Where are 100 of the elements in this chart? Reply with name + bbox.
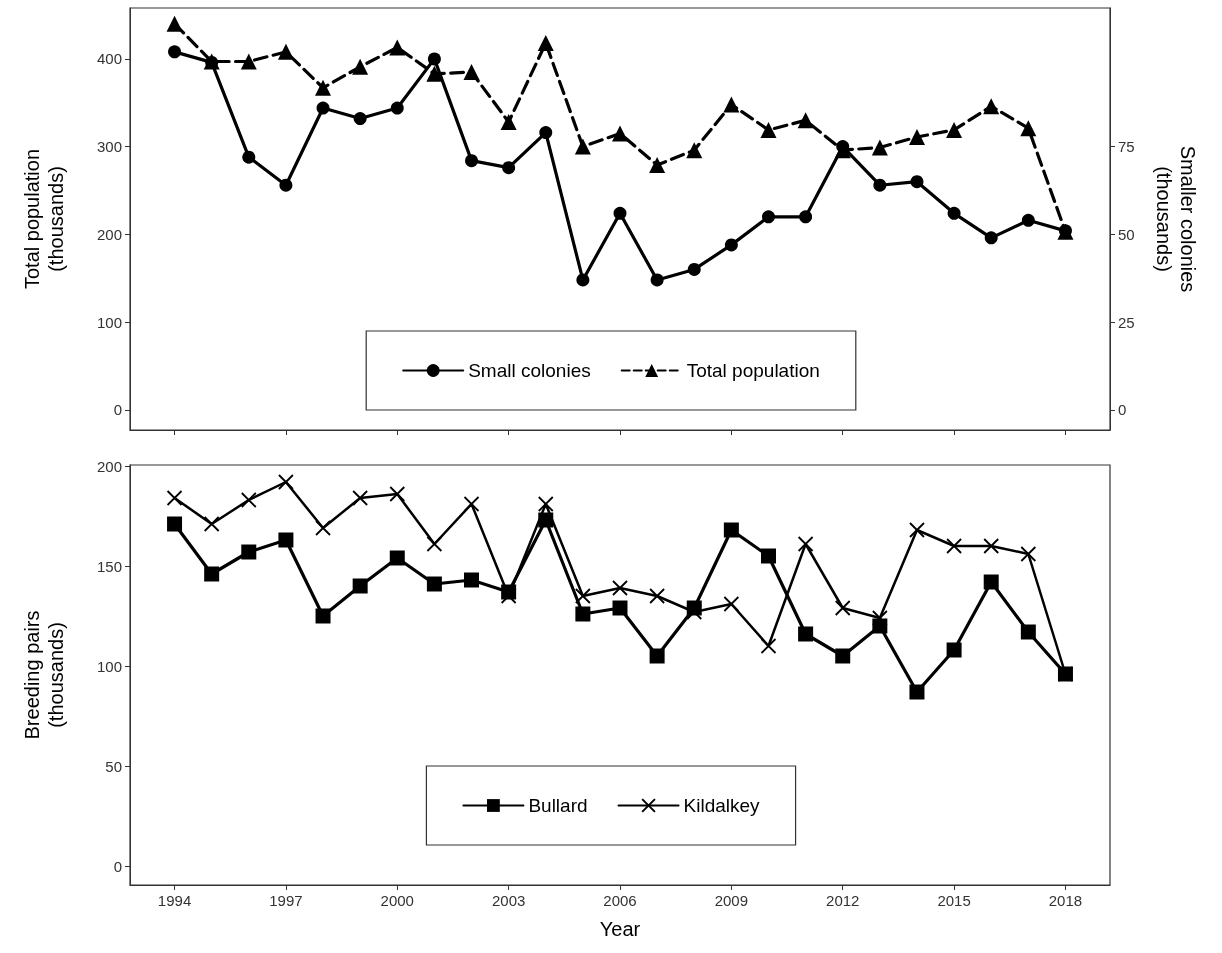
- point: [353, 112, 367, 126]
- point: [574, 138, 591, 155]
- point: [278, 532, 294, 548]
- point: [574, 588, 591, 604]
- point: [760, 638, 777, 654]
- y-tick-label: 150: [96, 557, 122, 575]
- point: [537, 496, 554, 512]
- point: [760, 121, 777, 138]
- x-tick-label: 2000: [380, 892, 414, 909]
- point: [649, 588, 666, 604]
- point: [686, 142, 703, 159]
- y-axis-title: Breeding pairs (thousands): [21, 610, 67, 740]
- point: [612, 580, 628, 596]
- point: [167, 516, 183, 532]
- point: [983, 538, 1000, 554]
- point: [426, 65, 443, 82]
- point: [537, 35, 554, 52]
- x-tick-label: 2012: [826, 892, 860, 909]
- y2-tick-label: 25: [1118, 313, 1135, 331]
- point: [427, 52, 441, 66]
- point: [723, 522, 739, 538]
- point: [724, 238, 738, 252]
- point: [762, 210, 775, 224]
- point: [575, 606, 591, 622]
- point: [946, 121, 963, 138]
- point: [352, 578, 368, 594]
- y2-tick-label: 0: [1118, 401, 1127, 419]
- point: [686, 604, 703, 620]
- point: [946, 642, 962, 658]
- point: [649, 157, 666, 174]
- x-axis-title: Year: [599, 918, 641, 940]
- point: [168, 45, 182, 59]
- point: [426, 536, 443, 552]
- point: [242, 150, 256, 164]
- point: [983, 574, 999, 590]
- point: [390, 101, 404, 115]
- point: [539, 126, 553, 140]
- x-tick-label: 2015: [937, 892, 971, 909]
- point: [650, 273, 664, 287]
- x-tick-label: 1997: [269, 892, 303, 909]
- point: [500, 114, 517, 131]
- y2-tick-label: 50: [1118, 225, 1135, 243]
- point: [352, 58, 369, 75]
- point: [465, 154, 479, 168]
- point: [166, 490, 183, 506]
- y-tick-label: 300: [96, 138, 122, 156]
- point: [798, 626, 814, 642]
- point: [389, 486, 406, 502]
- point: [984, 231, 998, 245]
- point: [649, 648, 665, 664]
- point: [760, 548, 776, 564]
- y2-tick-label: 75: [1118, 138, 1135, 156]
- point: [279, 178, 293, 192]
- y-tick-label: 50: [105, 757, 122, 775]
- point: [240, 53, 257, 70]
- legend-label: Total population: [686, 360, 820, 381]
- x-tick-label: 2003: [491, 892, 526, 909]
- point: [500, 588, 517, 604]
- point: [687, 262, 701, 276]
- y2-axis-title: Smaller colonies (thousands): [1153, 145, 1199, 293]
- point: [240, 492, 257, 508]
- point: [834, 600, 851, 616]
- point: [389, 550, 405, 566]
- x-tick-label: 1994: [157, 892, 192, 909]
- point: [613, 206, 627, 220]
- point: [166, 15, 183, 32]
- point: [502, 161, 516, 175]
- point: [576, 273, 590, 287]
- point: [315, 79, 332, 96]
- point: [389, 39, 406, 56]
- point: [723, 96, 740, 113]
- point: [799, 210, 813, 224]
- point: [463, 64, 480, 81]
- point: [426, 576, 442, 592]
- point: [277, 43, 294, 60]
- y-tick-label: 400: [96, 50, 122, 68]
- point: [909, 522, 925, 538]
- x-tick-label: 2006: [603, 892, 637, 909]
- y-tick-label: 0: [113, 401, 122, 419]
- point: [983, 98, 1000, 115]
- point: [203, 516, 220, 532]
- point: [315, 520, 331, 536]
- y-tick-label: 200: [96, 225, 122, 243]
- y-tick-label: 200: [96, 457, 122, 475]
- point: [1020, 120, 1037, 137]
- point: [1020, 624, 1036, 640]
- point: [1021, 213, 1035, 227]
- point: [835, 648, 851, 664]
- point: [910, 175, 924, 189]
- point: [315, 608, 331, 624]
- point: [464, 572, 480, 588]
- point: [241, 544, 257, 560]
- point: [278, 474, 294, 490]
- y-tick-label: 100: [96, 313, 122, 331]
- point: [947, 206, 961, 220]
- legend-label: Bullard: [528, 795, 588, 816]
- point: [909, 684, 925, 700]
- point: [1020, 546, 1037, 562]
- point: [873, 178, 887, 192]
- point: [463, 496, 480, 512]
